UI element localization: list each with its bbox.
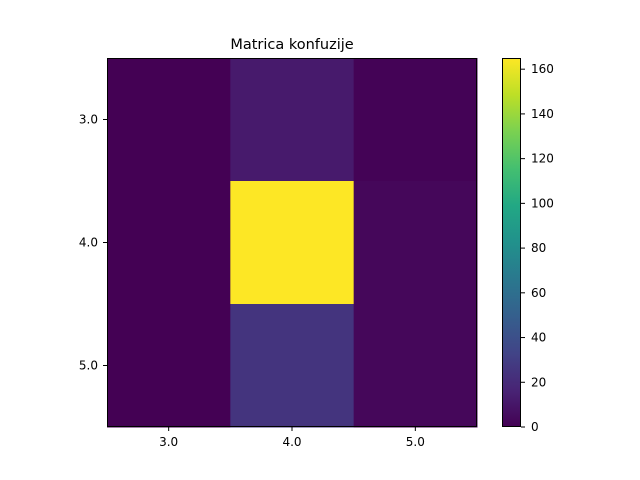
colorbar-axis: 0 20 40 60 80 100 120 140 160 bbox=[521, 62, 554, 434]
colorbar-tick-label: 100 bbox=[531, 196, 554, 210]
colorbar-tick-label: 40 bbox=[531, 331, 546, 345]
plot-frame bbox=[107, 58, 477, 427]
heatmap-cell-r2-c2 bbox=[353, 304, 478, 428]
colorbar-tick-label: 60 bbox=[531, 286, 546, 300]
colorbar-tick-label: 120 bbox=[531, 152, 554, 166]
x-tick-label: 3.0 bbox=[159, 435, 178, 449]
x-tick-label: 4.0 bbox=[282, 435, 301, 449]
colorbar-frame bbox=[502, 58, 521, 427]
colorbar-tick-label: 0 bbox=[531, 420, 539, 434]
chart-title: Matrica konfuzije bbox=[230, 37, 353, 53]
y-tick-label: 4.0 bbox=[79, 236, 98, 250]
colorbar-tick-label: 80 bbox=[531, 241, 546, 255]
heatmap-cell-r1-c1 bbox=[230, 181, 355, 305]
x-tick-label: 5.0 bbox=[406, 435, 425, 449]
heatmap-cells bbox=[107, 58, 478, 428]
heatmap-cell-r0-c0 bbox=[107, 58, 231, 182]
colorbar-tick-label: 20 bbox=[531, 375, 546, 389]
heatmap-cell-r0-c1 bbox=[230, 58, 355, 182]
heatmap-cell-r2-c1 bbox=[230, 304, 355, 428]
x-axis: 3.0 4.0 5.0 bbox=[159, 427, 425, 449]
colorbar-tick-label: 160 bbox=[531, 62, 554, 76]
heatmap-cell-r2-c0 bbox=[107, 304, 231, 428]
heatmap-cell-r1-c2 bbox=[353, 181, 478, 305]
heatmap-cell-r0-c2 bbox=[353, 58, 478, 182]
y-tick-label: 3.0 bbox=[79, 113, 98, 127]
colorbar bbox=[502, 58, 521, 427]
y-axis: 3.0 4.0 5.0 bbox=[79, 113, 107, 373]
colorbar-tick-label: 140 bbox=[531, 107, 554, 121]
y-tick-label: 5.0 bbox=[79, 359, 98, 373]
heatmap-cell-r1-c0 bbox=[107, 181, 231, 305]
